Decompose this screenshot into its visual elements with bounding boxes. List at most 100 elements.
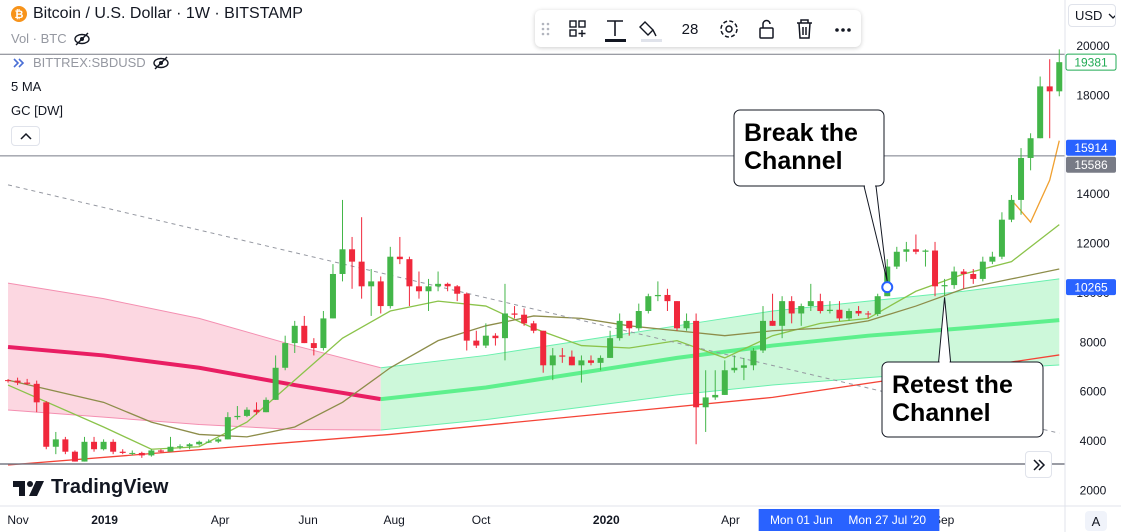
- candle-body: [253, 409, 260, 413]
- candle-body: [1018, 157, 1025, 200]
- candle-body: [970, 273, 977, 279]
- candle-body: [568, 356, 575, 366]
- y-tick-label: 20000: [1076, 39, 1110, 53]
- candle-body: [769, 320, 776, 326]
- y-tick-label: 8000: [1080, 335, 1107, 349]
- range-label: Mon 27 Jul '20: [848, 513, 926, 527]
- font-size[interactable]: 28: [682, 21, 699, 38]
- symbol-row[interactable]: ₿ Bitcoin / U.S. Dollar · 1W · BITSTAMP: [11, 5, 303, 23]
- candle-body: [721, 370, 728, 395]
- candle-body: [435, 283, 442, 287]
- candle-body: [626, 320, 633, 329]
- y-tick-label: 18000: [1076, 88, 1110, 102]
- currency-select[interactable]: USD: [1068, 4, 1116, 27]
- candle-body: [119, 451, 126, 453]
- candle-body: [138, 452, 145, 456]
- callout-cover: [939, 360, 950, 364]
- candle-body: [482, 335, 489, 346]
- btc-icon: ₿: [11, 6, 27, 22]
- template-icon[interactable]: [569, 20, 586, 37]
- legend-label: 5 MA: [11, 79, 42, 94]
- candle-body: [110, 441, 117, 452]
- legend-row[interactable]: GC [DW]: [11, 103, 63, 118]
- candle-body: [463, 293, 470, 341]
- drag-handle[interactable]: [541, 22, 550, 36]
- symbol-title: Bitcoin / U.S. Dollar · 1W · BITSTAMP: [33, 5, 303, 22]
- svg-text:₿: ₿: [15, 9, 24, 21]
- candle-body: [5, 380, 12, 382]
- delete-icon[interactable]: [797, 19, 812, 39]
- candle-body: [989, 256, 996, 262]
- band-lower: [7, 409, 381, 431]
- steem-icon: [13, 57, 25, 68]
- annotation-text: Break the Channel: [744, 119, 858, 175]
- candle-body: [922, 250, 929, 252]
- candle-body: [578, 360, 585, 366]
- callout: [733, 109, 888, 282]
- double-chevron: [1032, 458, 1045, 471]
- price-label-box: [1066, 279, 1116, 296]
- toolbar-icons: 28: [541, 19, 851, 42]
- candle-body: [387, 256, 394, 307]
- candle-body: [24, 382, 31, 384]
- y-tick-label: 4000: [1080, 434, 1107, 448]
- candle-body: [530, 323, 537, 331]
- candle-body: [196, 441, 203, 445]
- candle-body: [368, 281, 375, 287]
- candle-body: [587, 360, 594, 363]
- plot-area: [0, 49, 1065, 466]
- candle-body: [798, 306, 805, 314]
- candle-body: [396, 256, 403, 260]
- legend-row[interactable]: 5 MA: [11, 79, 41, 94]
- candle-body: [339, 249, 346, 274]
- candle-body: [186, 444, 193, 447]
- candle-body: [243, 409, 250, 416]
- candle-body: [874, 296, 881, 314]
- x-tick-label: Aug: [383, 513, 404, 527]
- scroll-right-button[interactable]: [1025, 451, 1052, 478]
- auto-scale-button[interactable]: A: [1085, 511, 1107, 531]
- lock-icon[interactable]: [759, 19, 774, 39]
- legend-row[interactable]: Vol · BTC: [11, 31, 91, 46]
- candle-body: [215, 439, 222, 442]
- candle-body: [664, 294, 671, 302]
- candle-body: [826, 309, 833, 312]
- indicator-line: [7, 224, 1060, 450]
- candle-body: [998, 219, 1005, 257]
- candle-body: [473, 340, 480, 346]
- candle-body: [654, 294, 661, 297]
- candle-body: [549, 355, 556, 366]
- candle-body: [1008, 199, 1015, 220]
- candle-body: [349, 249, 356, 262]
- candle-body: [444, 283, 451, 287]
- more-icon[interactable]: [835, 28, 851, 32]
- candle-body: [81, 441, 88, 462]
- axes: 2000400060008000100001200014000160001800…: [7, 39, 1117, 531]
- candle-body: [979, 261, 986, 279]
- candle-body: [893, 251, 900, 267]
- candle-body: [645, 296, 652, 312]
- x-tick-label: 2020: [593, 513, 620, 527]
- legend-label: BITTREX:SBDUSD: [33, 55, 146, 70]
- band-upper: [380, 278, 1060, 369]
- text-color-icon[interactable]: [605, 20, 626, 42]
- candle-body: [177, 446, 184, 448]
- candle-body: [635, 311, 642, 329]
- legend-row[interactable]: BITTREX:SBDUSD: [11, 55, 170, 70]
- x-tick-label: Oct: [472, 513, 491, 527]
- collapse-button[interactable]: [11, 126, 40, 146]
- candle-body: [129, 452, 136, 454]
- candle-body: [224, 417, 231, 440]
- dropdown-icon: [1108, 13, 1115, 19]
- fill-icon[interactable]: [639, 21, 662, 42]
- settings-icon[interactable]: [720, 20, 738, 38]
- candle-body: [501, 313, 508, 339]
- candle-body: [492, 335, 499, 339]
- logo[interactable]: TradingView: [13, 476, 168, 499]
- y-tick-label: 12000: [1076, 237, 1110, 251]
- candle-body: [750, 350, 757, 366]
- candle-body: [329, 273, 336, 319]
- logo-mark: [13, 480, 44, 496]
- band-upper: [7, 282, 381, 369]
